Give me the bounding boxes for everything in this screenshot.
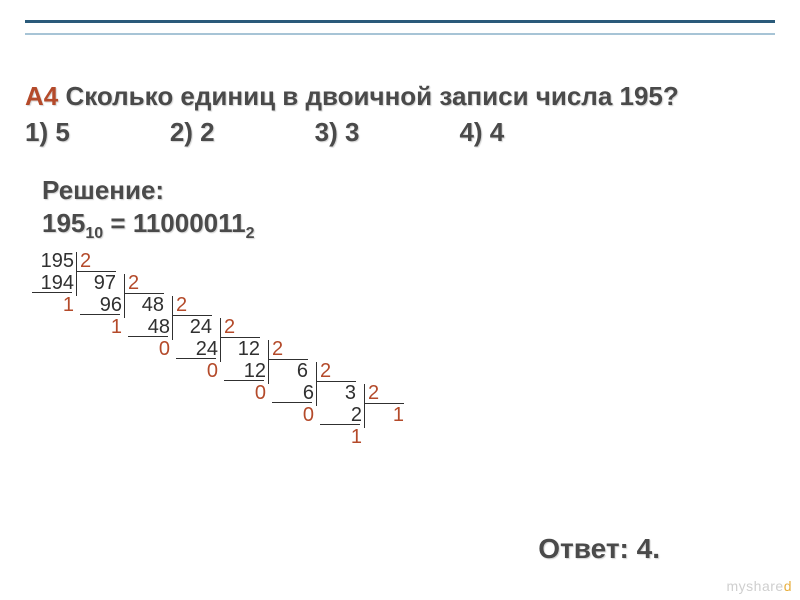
div-divisor-1: 2 [128,272,139,295]
watermark-text: myshare [727,578,784,594]
div-quotient-3: 12 [222,338,260,361]
eq-sub1: 10 [85,225,103,242]
div-divisor-6: 2 [368,382,379,405]
div-rem-2: 0 [126,338,170,361]
answer-text: Ответ: 4. [538,533,660,565]
div-dividend-0: 195 [30,250,74,273]
div-quotient-4: 6 [270,360,308,383]
div-divisor-5: 2 [320,360,331,383]
div-divisor-2: 2 [176,294,187,317]
solution-equation: 19510 = 110000112 [42,208,255,243]
div-divisor-3: 2 [224,316,235,339]
eq-dec: 195 [42,208,85,238]
div-rem-0: 1 [30,294,74,317]
div-rem-5: 0 [270,404,314,427]
div-quotient-6: 1 [366,404,404,427]
div-rem-6: 1 [318,426,362,449]
div-rem-1: 1 [78,316,122,339]
div-quotient-2: 24 [174,316,212,339]
option-3: 3) 3 [315,116,360,150]
options-row: 1) 5 2) 2 3) 3 4) 4 [25,116,775,150]
watermark-accent: d [784,578,792,594]
eq-mid: = 11000011 [103,208,245,238]
div-rem-4: 0 [222,382,266,405]
solution-label: Решение: [42,175,164,206]
option-1: 1) 5 [25,116,70,150]
eq-sub2: 2 [246,225,255,242]
div-quotient-5: 3 [318,382,356,405]
watermark: myshared [727,578,792,594]
question-prefix: А4 [25,81,58,111]
option-4: 4) 4 [459,116,504,150]
question-block: А4 Сколько единиц в двоичной записи числ… [25,80,775,150]
question-text: Сколько единиц в двоичной записи числа 1… [58,81,679,111]
option-2: 2) 2 [170,116,215,150]
div-rem-3: 0 [174,360,218,383]
div-divisor-4: 2 [272,338,283,361]
div-quotient-1: 48 [126,294,164,317]
accent-bar [25,20,775,35]
div-divisor-0: 2 [80,250,91,273]
div-quotient-0: 97 [78,272,116,295]
